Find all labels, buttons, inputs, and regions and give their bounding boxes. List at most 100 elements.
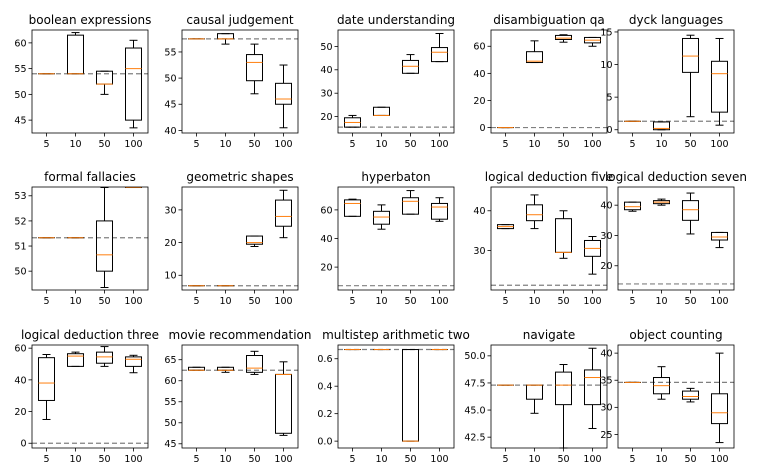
box-iqr: [711, 393, 728, 425]
x-tick-label: 10: [655, 296, 667, 307]
subplot-title: boolean expressions: [29, 13, 152, 27]
y-tick-label: 60: [14, 38, 26, 49]
axes-frame: [617, 186, 735, 291]
box-100: [431, 33, 448, 63]
y-tick-label: 45: [14, 116, 26, 127]
box-100: [584, 36, 601, 47]
box-50: [682, 192, 699, 235]
box-10: [217, 366, 234, 373]
x-tick-label: 50: [404, 454, 416, 465]
y-tick-label: 65: [164, 355, 176, 366]
x-tick-label: 50: [557, 296, 569, 307]
box-10: [526, 384, 543, 414]
box-10: [67, 32, 84, 75]
x-tick-label: 5: [629, 139, 635, 150]
y-tick-label: 0: [479, 123, 485, 134]
box-iqr: [682, 200, 699, 221]
box-iqr: [682, 37, 699, 73]
y-tick-label: 45: [164, 439, 176, 450]
box-iqr: [96, 220, 113, 272]
axes-frame: [31, 186, 149, 291]
axes-frame: [337, 344, 455, 449]
axes-frame: [617, 29, 735, 134]
subplot: movie recommendation 45 50 55 60 65 5 10 50 100: [164, 328, 311, 465]
x-tick-label: 50: [684, 296, 696, 307]
axes-frame: [31, 29, 149, 134]
box-iqr: [555, 371, 572, 406]
box-50: [402, 54, 419, 74]
x-tick-label: 10: [655, 139, 667, 150]
box-iqr: [711, 60, 728, 113]
box-5: [624, 201, 641, 212]
box-10: [373, 106, 390, 116]
box-iqr: [67, 34, 84, 75]
x-tick-label: 50: [248, 139, 260, 150]
axes-frame: [181, 186, 299, 291]
axes-frame: [337, 186, 455, 291]
box-iqr: [67, 353, 84, 367]
box-iqr: [96, 70, 113, 85]
subplot-title: logical deduction five: [485, 170, 613, 184]
y-tick-label: 40: [164, 126, 176, 137]
subplot: boolean expressions 45 50 55 60 5 10 50 100: [14, 13, 151, 150]
x-tick-label: 10: [528, 454, 540, 465]
subplot: logical deduction three 0 20 40 60 5 10 50 100: [14, 328, 159, 465]
x-tick-label: 100: [274, 139, 292, 150]
x-tick-label: 100: [274, 454, 292, 465]
box-50: [555, 34, 572, 43]
axes-frame: [31, 344, 149, 449]
y-tick-label: 20: [164, 238, 176, 249]
axes-frame: [181, 29, 299, 134]
subplot: multistep arithmetic two 0.0 0.2 0.4 0.6 5 10 5…: [317, 328, 469, 465]
box-10: [653, 366, 670, 400]
y-tick-label: 50: [164, 418, 176, 429]
subplot-title: object counting: [629, 328, 722, 342]
y-tick-label: 51: [14, 241, 26, 252]
x-tick-label: 5: [502, 296, 508, 307]
box-50: [96, 187, 113, 288]
x-tick-label: 100: [583, 296, 601, 307]
box-10: [67, 351, 84, 367]
box-100: [431, 197, 448, 222]
box-iqr: [125, 47, 142, 121]
x-tick-label: 5: [193, 139, 199, 150]
y-tick-label: 50: [164, 74, 176, 85]
y-tick-label: 0.4: [317, 382, 332, 393]
x-tick-label: 5: [349, 454, 355, 465]
x-tick-label: 5: [502, 454, 508, 465]
box-10: [526, 194, 543, 230]
x-tick-label: 10: [655, 454, 667, 465]
x-tick-label: 100: [430, 139, 448, 150]
axes-frame: [490, 29, 608, 134]
box-iqr: [526, 204, 543, 222]
box-10: [373, 204, 390, 230]
x-tick-label: 5: [629, 296, 635, 307]
subplot-title: formal fallacies: [44, 170, 136, 184]
box-100: [275, 361, 292, 436]
y-tick-label: 30: [164, 205, 176, 216]
box-iqr: [682, 390, 699, 400]
subplot-title: movie recommendation: [169, 328, 312, 342]
axes-frame: [490, 344, 608, 449]
x-tick-label: 100: [710, 454, 728, 465]
x-tick-label: 50: [98, 139, 110, 150]
box-iqr: [624, 201, 641, 211]
box-100: [711, 352, 728, 444]
box-50: [96, 346, 113, 367]
box-iqr: [526, 51, 543, 64]
x-tick-label: 10: [375, 454, 387, 465]
box-50: [682, 34, 699, 118]
subplot: logical deduction five 30 40 5 10 50 100: [473, 170, 613, 307]
box-50: [682, 387, 699, 403]
x-tick-label: 10: [528, 296, 540, 307]
box-iqr: [275, 82, 292, 105]
x-tick-label: 50: [248, 454, 260, 465]
y-tick-label: 40: [320, 65, 332, 76]
x-tick-label: 5: [43, 296, 49, 307]
y-tick-label: 30: [600, 403, 612, 414]
y-tick-label: 20: [320, 112, 332, 123]
subplot-title: causal judgement: [186, 13, 294, 27]
x-tick-label: 100: [124, 454, 142, 465]
subplot: object counting 25 30 35 40 5 10 50 100: [600, 328, 735, 465]
y-tick-label: 50: [14, 90, 26, 101]
